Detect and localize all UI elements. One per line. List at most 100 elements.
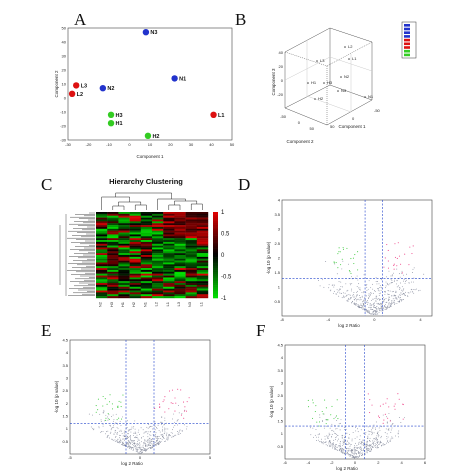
pca-3d-legend-swatch — [404, 35, 410, 38]
volcano-point — [137, 431, 139, 433]
volcano-point — [350, 449, 352, 451]
volcano-point — [137, 443, 139, 445]
volcano-point — [156, 436, 158, 438]
volcano-point — [324, 441, 326, 443]
volcano-point — [360, 441, 362, 443]
pca-2d-plot: -30 -20 -10 0 10 20 30 40 50 50403020100-10-20-3… — [54, 26, 235, 160]
volcano-point — [377, 434, 379, 435]
volcano-point — [353, 451, 355, 453]
pca-3d-legend-swatch — [404, 38, 410, 42]
heatmap-cell — [107, 294, 119, 297]
volcano-point — [118, 441, 120, 443]
heatmap-cell — [174, 283, 186, 286]
volcano-point — [343, 427, 345, 428]
volcano-point — [148, 441, 150, 443]
volcano-point — [377, 281, 379, 282]
volcano-point — [149, 426, 151, 427]
volcano-point — [380, 286, 382, 288]
volcano-point — [384, 294, 386, 295]
volcano-point — [351, 302, 353, 304]
volcano-point — [361, 307, 363, 309]
volcano-up-point — [180, 389, 182, 391]
volcano-point — [331, 443, 333, 445]
volcano-point — [356, 291, 358, 293]
volcano-up-point — [400, 263, 402, 265]
volcano-point — [347, 450, 349, 452]
volcano-point — [355, 457, 357, 459]
volcano-point — [372, 292, 374, 294]
heatmap-cell — [129, 266, 141, 269]
volcano-point — [348, 294, 350, 295]
volcano-point — [351, 452, 353, 454]
volcano-up-point — [162, 401, 164, 403]
volcano-point — [159, 431, 161, 433]
volcano-point — [152, 446, 154, 448]
volcano-point — [399, 287, 401, 289]
volcano-point — [144, 441, 146, 443]
heatmap-cell — [129, 268, 141, 271]
heatmap-cell — [140, 264, 153, 267]
heatmap-cell — [107, 243, 119, 246]
volcano-point — [390, 431, 392, 433]
heatmap-cell — [185, 286, 197, 289]
volcano-point — [120, 430, 122, 432]
heatmap-cell — [185, 264, 197, 267]
volcano-point — [376, 439, 378, 441]
volcano-point — [398, 301, 400, 303]
volcano-point — [159, 441, 161, 443]
heatmap-cell — [107, 286, 119, 289]
volcano-up-point — [402, 403, 404, 406]
volcano-point — [136, 442, 138, 444]
heatmap-cell — [174, 225, 186, 228]
volcano-point — [145, 440, 147, 442]
volcano-point — [385, 304, 386, 306]
volcano-point — [131, 426, 133, 428]
volcano-point — [127, 446, 129, 448]
heatmap-cell — [140, 236, 153, 239]
heatmap-cell — [196, 238, 209, 241]
volcano-point — [369, 444, 370, 446]
volcano-point — [397, 432, 399, 434]
heatmap-colorbar: 10.50-0.5-1 — [213, 210, 232, 302]
volcano-point — [135, 432, 137, 434]
volcano-point — [136, 451, 138, 453]
heatmap-cell — [196, 255, 209, 258]
volcano-point — [352, 294, 354, 296]
volcano-point — [152, 438, 153, 439]
volcano-down-point — [307, 399, 309, 402]
heatmap-cell — [196, 253, 209, 256]
volcano-down-point — [339, 251, 341, 253]
volcano-point — [102, 412, 104, 414]
heatmap-cell — [118, 269, 130, 273]
volcano-point — [366, 300, 368, 301]
volcano-point — [160, 421, 162, 423]
heatmap-cell — [185, 228, 197, 231]
volcano-point — [388, 412, 390, 414]
volcano-point — [411, 281, 412, 283]
heatmap-cell — [96, 245, 108, 248]
volcano-point — [316, 436, 317, 438]
heatmap-cell — [118, 223, 130, 226]
volcano-frame — [281, 199, 433, 317]
volcano-point — [378, 307, 380, 309]
volcano-point — [352, 450, 354, 452]
volcano-point — [353, 456, 355, 458]
pca-3d-point — [314, 98, 316, 100]
heatmap-cell — [196, 215, 209, 218]
volcano-up-point — [384, 257, 386, 259]
volcano-point — [388, 303, 390, 305]
volcano-point — [128, 433, 129, 435]
heatmap-cell — [196, 217, 209, 220]
volcano-point — [154, 434, 156, 435]
volcano-point — [145, 431, 147, 433]
heatmap-cell — [140, 275, 153, 278]
volcano-point — [345, 444, 347, 446]
volcano-point — [346, 294, 348, 296]
volcano-point — [138, 447, 140, 448]
volcano-point — [391, 274, 393, 276]
volcano-point — [118, 430, 120, 432]
volcano-point — [334, 437, 336, 438]
heatmap-cell — [174, 255, 186, 258]
pca-3d-point-label: H3 — [327, 80, 333, 85]
volcano-point — [350, 290, 352, 292]
